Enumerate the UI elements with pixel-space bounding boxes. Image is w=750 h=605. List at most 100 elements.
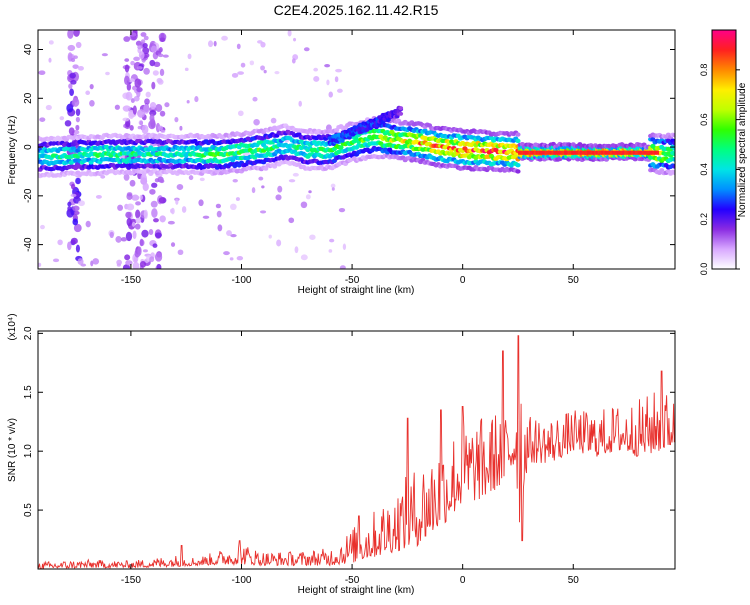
spectrogram-noise-cell <box>198 199 204 207</box>
spectrogram-streak-cell <box>154 232 162 239</box>
spectrogram-core-cell <box>611 150 615 155</box>
spectrogram-noise-cell <box>124 58 130 62</box>
y-tick-label: -20 <box>23 188 34 203</box>
spectrogram-core-cell <box>613 150 617 155</box>
spectrogram-streak-cell <box>129 125 134 131</box>
spectrogram-noise-cell <box>109 231 114 239</box>
chart-title: C2E4.2025.162.11.42.R15 <box>274 2 439 18</box>
spectrogram-cell <box>515 163 521 168</box>
spectrogram-y-axis: -40 -20 0 20 40 <box>23 44 675 252</box>
x-tick-label: -100 <box>231 575 251 586</box>
spectrogram-noise-cell <box>291 58 296 64</box>
spectrogram-noise-cell <box>179 125 183 131</box>
spectrogram-core-cell <box>548 150 552 155</box>
spectrogram-core-cell <box>643 150 647 155</box>
spectrogram-branch-cell <box>398 111 404 116</box>
spectrogram-noise-cell <box>70 193 77 197</box>
spectrogram-streak-cell <box>71 183 76 190</box>
spectrogram-noise-cell <box>167 220 175 225</box>
spectrogram-noise-cell <box>170 242 176 247</box>
spectrogram-streak-cell <box>125 91 133 101</box>
spectrogram-noise-cell <box>100 174 106 179</box>
colorbar-label: Normalized spectral amplitude <box>737 82 748 217</box>
spectrogram-x-label: Height of straight line (km) <box>298 285 415 296</box>
spectrogram-streak-cell <box>132 105 137 115</box>
spectrogram-noise-cell <box>169 208 174 214</box>
y-tick-label: 40 <box>23 44 34 56</box>
spectrogram-streak-cell <box>150 45 157 53</box>
spectrogram-streak-cell <box>149 59 156 67</box>
spectrogram-noise-cell <box>217 224 223 232</box>
spectrogram-cell <box>672 157 675 162</box>
colorbar-tick-label: 0.0 <box>699 263 709 276</box>
spectrogram-streak-cell <box>159 215 166 223</box>
spectrogram-streak-cell <box>153 61 161 68</box>
x-tick-label: 50 <box>568 575 580 586</box>
spectrogram-noise-cell <box>77 65 84 71</box>
spectrogram-core-cell <box>620 150 624 155</box>
spectrogram-noise-cell <box>77 258 84 265</box>
colorbar-tick-label: 0.6 <box>699 113 709 126</box>
spectrogram-noise-cell <box>288 217 295 224</box>
spectrogram-noise-cell <box>231 72 239 78</box>
spectrogram-noise-cell <box>260 65 265 71</box>
spectrogram-noise-cell <box>157 53 164 58</box>
spectrogram-streak-cell <box>123 36 131 42</box>
spectrogram-streak-cell <box>129 179 136 187</box>
spectrogram-streak-cell <box>156 77 163 84</box>
spectrogram-streak-cell <box>130 60 135 66</box>
spectrogram-core-cell <box>602 150 606 155</box>
spectrogram-noise-cell <box>95 194 102 199</box>
y-tick-label: -40 <box>23 237 34 252</box>
spectrogram-streak-cell <box>143 35 149 41</box>
spectrogram-core-cell <box>558 150 562 155</box>
spectrogram-streak-cell <box>69 88 74 97</box>
spectrogram-core-cell <box>544 150 548 155</box>
spectrogram-noise-cell <box>221 35 228 41</box>
spectrogram-streak-cell <box>75 124 80 131</box>
spectrogram-streak-cell <box>123 173 130 181</box>
spectrogram-streak-cell <box>124 64 130 73</box>
spectrogram-streak-cell <box>137 246 142 256</box>
spectrogram-streak-cell <box>137 109 146 118</box>
spectrogram-streak-cell <box>67 30 74 39</box>
spectrogram-noise-cell <box>114 104 120 110</box>
spectrogram-cell <box>515 169 521 174</box>
spectrogram-noise-cell <box>162 54 169 58</box>
spectrogram-streak-cell <box>153 218 159 223</box>
spectrogram-cell <box>672 146 675 151</box>
spectrogram-core-cell <box>560 150 564 155</box>
spectrogram-noise-cell <box>38 70 46 76</box>
spectrogram-noise-cell <box>92 258 100 265</box>
spectrogram-streak-cell <box>68 127 75 135</box>
spectrogram-streak-cell <box>134 223 141 230</box>
spectrogram-noise-cell <box>292 172 299 177</box>
spectrogram-core-cell <box>530 150 534 155</box>
spectrogram-streak-cell <box>141 124 149 135</box>
spectrogram-noise-cell <box>305 194 311 200</box>
snr-x-axis: -150 -100 -50 0 50 <box>121 331 579 586</box>
x-tick-label: -50 <box>345 275 360 286</box>
spectrogram-core-cell <box>523 150 527 155</box>
spectrogram-core-cell <box>606 150 610 155</box>
snr-series-line <box>38 335 675 569</box>
spectrogram-noise-cell <box>249 60 255 66</box>
spectrogram-core-cell <box>537 150 541 155</box>
spectrogram-core-cell <box>654 150 658 155</box>
spectrogram-noise-cell <box>188 175 194 181</box>
spectrogram-noise-cell <box>115 235 122 243</box>
spectrogram-core-cell <box>569 150 573 155</box>
spectrogram-streak-cell <box>139 238 144 247</box>
spectrogram-noise-cell <box>145 91 151 98</box>
spectrogram-y-label: Frequency (Hz) <box>7 116 18 185</box>
spectrogram-noise-cell <box>48 40 54 45</box>
spectrogram-streak-cell <box>148 120 156 130</box>
spectrogram-noise-cell <box>334 76 339 83</box>
spectrogram-streak-cell <box>140 32 147 37</box>
colorbar: 0.0 0.2 0.4 0.6 0.8 Normalized spectral ampl… <box>699 29 748 276</box>
spectrogram-noise-cell <box>303 47 310 52</box>
spectrogram-streak-cell <box>154 252 163 262</box>
spectrogram-streak-cell <box>67 44 76 52</box>
spectrogram-streak-cell <box>124 254 131 261</box>
spectrogram-noise-cell <box>324 64 331 68</box>
